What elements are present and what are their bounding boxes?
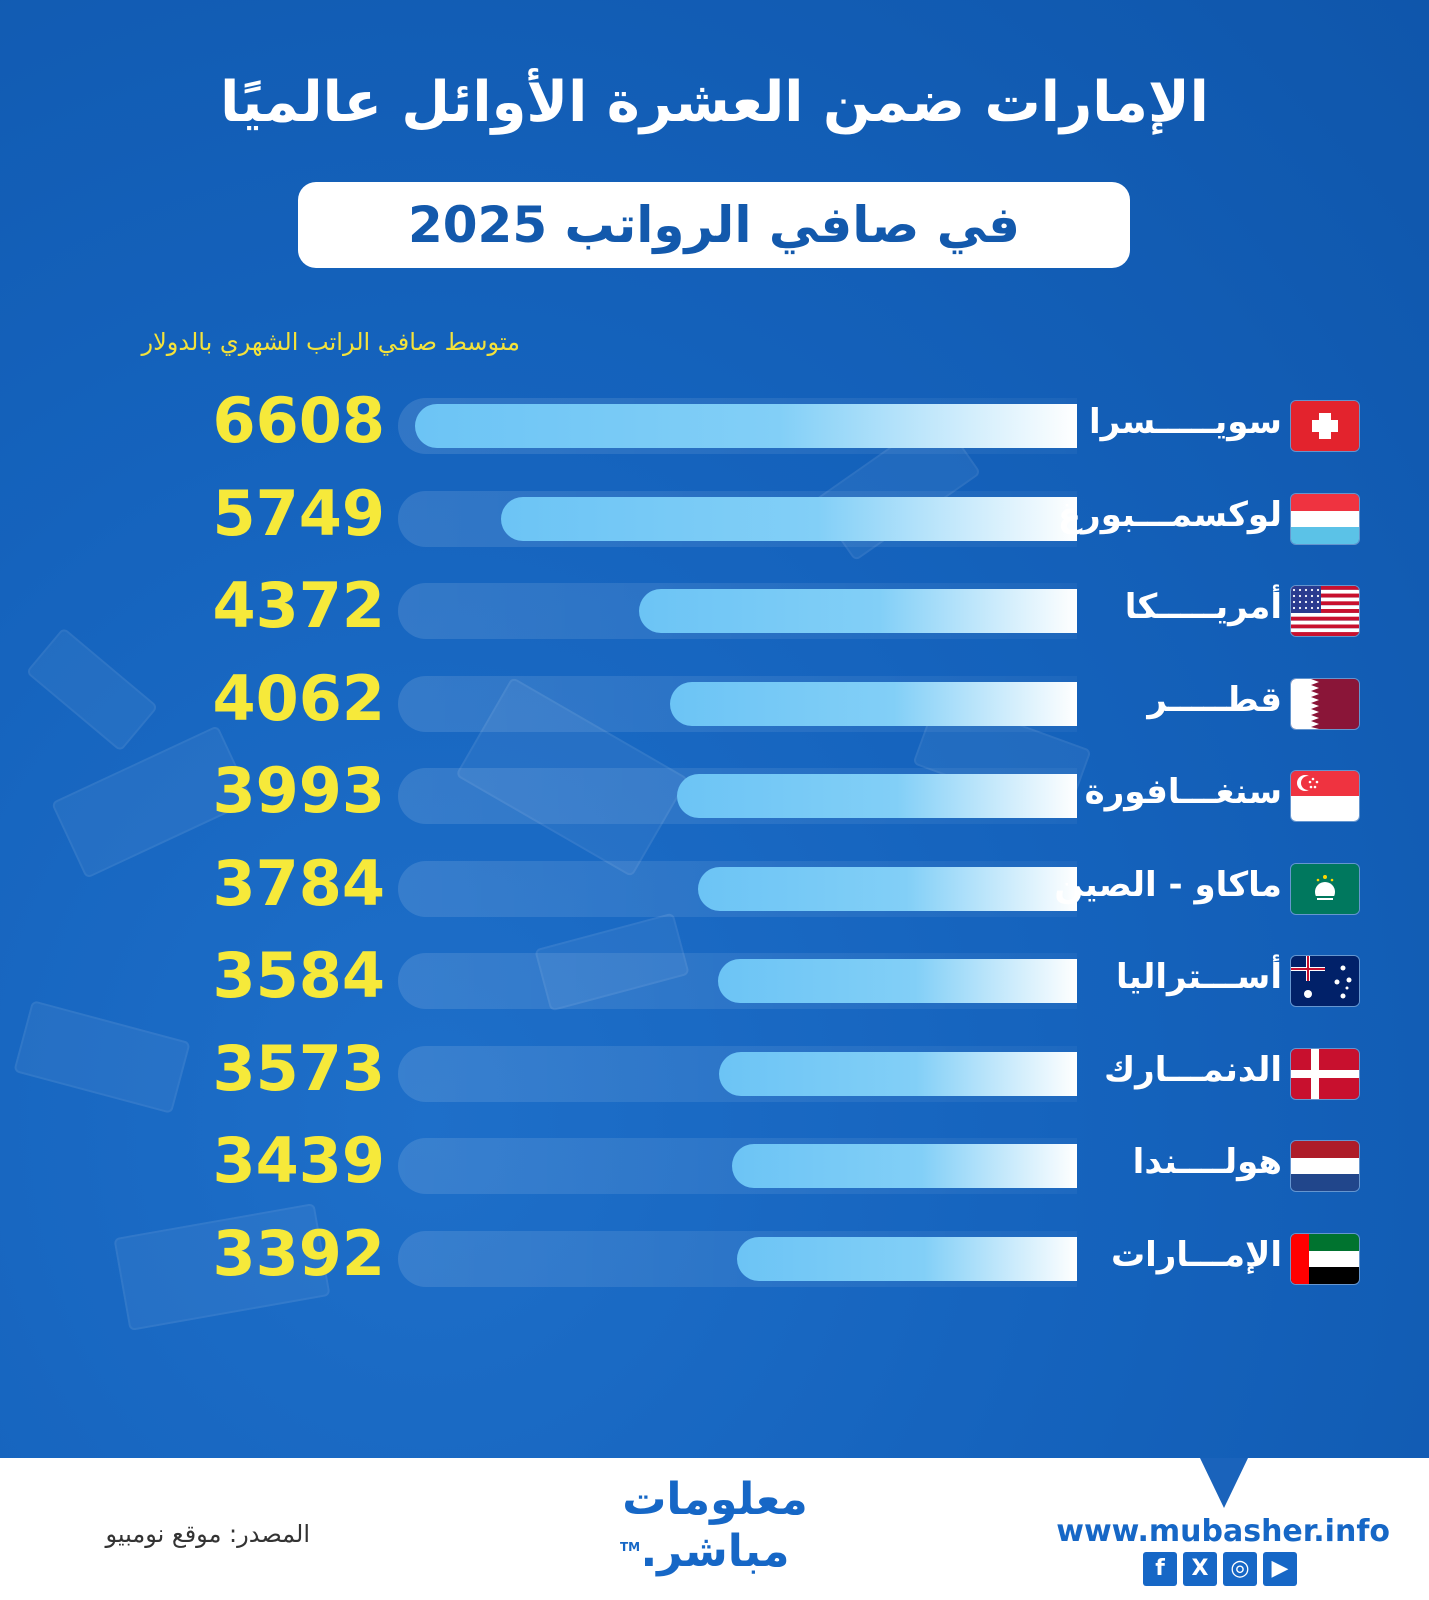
bar (415, 404, 1077, 448)
logo-text-line2: مباشر. (640, 1526, 790, 1577)
chart-subtitle: في صافي الرواتب 2025 (407, 196, 1021, 254)
website-link[interactable]: www.mubasher.info (1056, 1514, 1390, 1549)
data-label: 3439 (212, 1124, 385, 1197)
australia-flag (1291, 956, 1359, 1006)
subtitle-box: في صافي الرواتب 2025 (298, 182, 1130, 268)
switzerland-flag (1291, 401, 1359, 451)
luxembourg-flag (1291, 493, 1359, 544)
category-label: سويـــــسرا (1088, 402, 1282, 442)
qatar-flag (1291, 678, 1359, 729)
category-label: ماكاو - الصين (1054, 864, 1282, 905)
usa-flag (1291, 586, 1359, 636)
category-label: الإمـــارات (1110, 1234, 1282, 1275)
data-label: 4062 (212, 661, 385, 735)
uae-flag (1291, 1233, 1359, 1284)
bar (676, 774, 1077, 818)
category-label: هولــــندا (1132, 1142, 1282, 1182)
source-note: المصدر: موقع نومبيو (105, 1520, 310, 1548)
x-icon[interactable]: X (1183, 1552, 1217, 1586)
denmark-flag (1291, 1048, 1359, 1099)
banknote-decoration (13, 1000, 191, 1114)
category-label: قطـــــر (1147, 679, 1282, 720)
macau-flag (1291, 863, 1359, 914)
trademark-mark: TM (620, 1540, 641, 1554)
logo-text-line1: معلومات (622, 1474, 808, 1525)
data-label: 3784 (212, 846, 385, 920)
footer-pointer (1200, 1458, 1248, 1508)
data-label: 6608 (212, 384, 385, 457)
category-label: أســـتراليا (1115, 957, 1282, 997)
bar (717, 959, 1077, 1003)
category-label: لوكسمـــبورغ (1057, 494, 1282, 535)
bar (737, 1236, 1077, 1281)
instagram-icon[interactable]: ◎ (1223, 1552, 1257, 1586)
data-label: 4372 (212, 569, 385, 642)
singapore-flag (1291, 771, 1359, 821)
bar (697, 866, 1077, 911)
bar (501, 496, 1077, 541)
data-label: 5749 (212, 476, 385, 550)
chart-title: الإمارات ضمن العشرة الأوائل عالميًا (220, 70, 1209, 135)
data-label: 3993 (212, 754, 385, 827)
bar (732, 1144, 1077, 1188)
netherlands-flag (1291, 1141, 1359, 1191)
category-label: أمريـــــكا (1124, 587, 1282, 627)
data-label: 3584 (212, 939, 385, 1012)
data-label: 3392 (212, 1216, 385, 1290)
facebook-icon[interactable]: f (1143, 1552, 1177, 1586)
youtube-icon[interactable]: ▶ (1263, 1552, 1297, 1586)
category-label: سنغـــافورة (1084, 772, 1282, 812)
category-label: الدنمـــارك (1104, 1049, 1282, 1090)
bar (670, 681, 1077, 726)
data-label: 3573 (212, 1031, 385, 1105)
bar (719, 1051, 1077, 1096)
value-axis-label: متوسط صافي الراتب الشهري بالدولار (141, 328, 520, 356)
banknote-decoration (25, 627, 159, 752)
bar (639, 589, 1077, 633)
